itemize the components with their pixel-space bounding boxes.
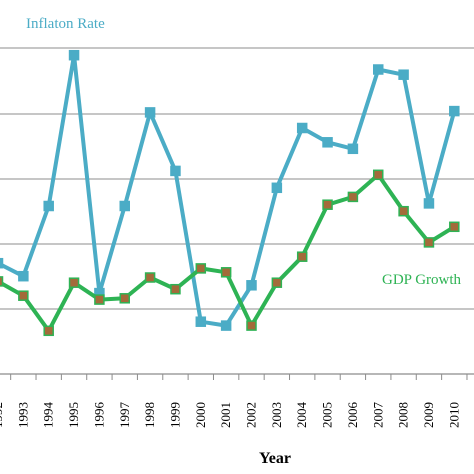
data-point — [322, 199, 333, 210]
series-label-gdp-growth: GDP Growth — [382, 272, 462, 288]
data-point — [322, 137, 333, 148]
data-point — [119, 293, 130, 304]
x-tick-label: 2008 — [396, 402, 411, 428]
x-tick-label: 1995 — [66, 402, 81, 428]
x-tick-label: 2009 — [421, 402, 436, 428]
data-point — [144, 107, 156, 118]
x-tick-label: 2000 — [193, 402, 208, 428]
data-point — [43, 200, 54, 212]
series-line — [0, 172, 456, 333]
x-tick-label: 1997 — [117, 402, 132, 429]
x-tick-label: 1994 — [41, 402, 56, 429]
data-point — [170, 283, 181, 295]
data-point — [347, 143, 359, 155]
x-tick-label: 2004 — [294, 402, 309, 429]
data-point — [449, 221, 460, 233]
data-point — [195, 316, 207, 327]
series-label-inflation-rate: Inflaton Rate — [26, 16, 105, 32]
data-point — [43, 325, 54, 337]
data-point — [423, 237, 435, 248]
data-point — [246, 280, 257, 291]
data-point — [423, 198, 435, 209]
data-point — [68, 49, 80, 61]
data-point — [246, 320, 257, 331]
data-point — [68, 277, 80, 288]
data-point — [0, 257, 4, 269]
data-point — [144, 272, 156, 283]
series-layer — [0, 49, 460, 337]
data-point — [220, 320, 232, 331]
data-point — [195, 263, 207, 274]
data-point — [449, 105, 460, 117]
data-point — [18, 290, 29, 301]
data-point — [398, 69, 409, 80]
data-point — [0, 276, 4, 287]
series-inflation-rate — [0, 49, 460, 331]
x-tick-label: 2007 — [370, 402, 385, 429]
data-point — [296, 122, 308, 134]
x-tick-label: 2002 — [244, 402, 259, 428]
data-point — [271, 277, 283, 288]
x-tick-label: 1999 — [167, 402, 182, 428]
data-point — [18, 270, 29, 282]
series-gdp-growth — [0, 169, 460, 337]
data-point — [220, 267, 232, 278]
x-tick-labels: 1992 1993 1994 1995 1996 1997 1998 1999 2000 2001… — [0, 402, 461, 429]
data-point — [271, 182, 283, 194]
x-tick-label: 2006 — [345, 402, 360, 429]
x-axis-title: Year — [259, 450, 291, 467]
x-tick-label: 2003 — [269, 402, 284, 428]
x-tick-label: 2005 — [320, 402, 335, 428]
x-tick-label: 1996 — [91, 402, 106, 429]
data-point — [296, 251, 308, 262]
x-tick-label: 1992 — [0, 402, 5, 428]
x-tick-label: 1998 — [142, 402, 157, 428]
data-point — [170, 165, 181, 177]
data-point — [347, 191, 359, 203]
data-point — [373, 169, 384, 181]
data-point — [373, 64, 384, 75]
x-tick-label: 2001 — [218, 402, 233, 428]
data-point — [398, 205, 409, 217]
x-tick-label: 2010 — [446, 402, 461, 428]
x-tick-label: 1993 — [15, 402, 30, 428]
data-point — [94, 294, 105, 305]
data-point — [119, 200, 130, 212]
